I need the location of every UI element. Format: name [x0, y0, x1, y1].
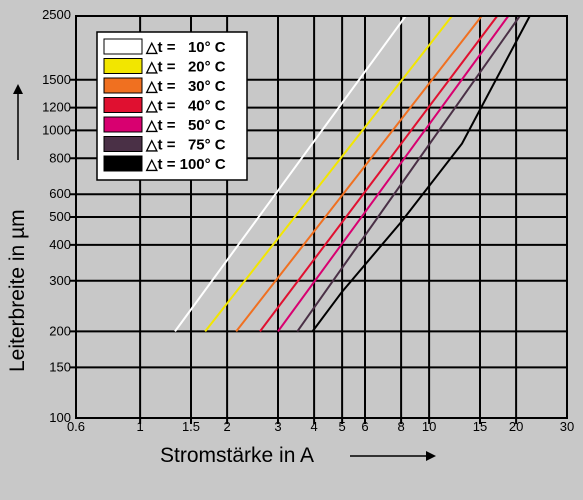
legend-swatch: [103, 155, 143, 172]
legend-swatch: [103, 38, 143, 55]
y-axis-title: Leiterbreite in µm: [6, 209, 29, 372]
y-tick-label: 500: [49, 209, 71, 224]
series-line-2: [204, 15, 453, 333]
legend-swatch: [103, 97, 143, 113]
x-axis-title: Stromstärke in A: [160, 444, 314, 467]
y-tick-label: 300: [49, 273, 71, 288]
x-tick-label: 4: [310, 419, 317, 434]
series-line-5: [277, 15, 510, 332]
series-line-4: [259, 15, 498, 333]
y-tick-label: 1200: [42, 100, 71, 115]
x-tick-label: 3: [274, 419, 281, 434]
legend-label: △t = 40° C: [145, 98, 226, 115]
x-tick-label: 2: [223, 419, 230, 434]
y-tick-labels: 100 150 200 300 400 500 600 800 1000 1200 1500 2500: [42, 7, 71, 425]
legend-label: △t = 20° C: [145, 59, 226, 76]
series-line-7: [311, 15, 531, 332]
legend-swatch: [103, 116, 143, 133]
legend-label: △t = 100° C: [145, 156, 226, 173]
y-tick-label: 100: [49, 410, 71, 425]
series-line-3: [235, 15, 483, 333]
x-tick-label: 1.5: [182, 419, 200, 434]
legend-swatch: [103, 136, 143, 152]
legend: △t = 10° C △t = 20° C △t = 30° C △t = 40° C…: [96, 31, 248, 181]
y-tick-label: 600: [49, 186, 71, 201]
x-tick-label: 30: [560, 419, 574, 434]
y-tick-label: 2500: [42, 7, 71, 22]
x-tick-label: 0.6: [67, 419, 85, 434]
series-line-6: [296, 15, 521, 332]
y-tick-label: 200: [49, 323, 71, 338]
x-tick-label: 6: [361, 419, 368, 434]
legend-swatch: [103, 58, 143, 74]
series-lines: [174, 15, 531, 333]
x-tick-label: 15: [473, 419, 487, 434]
y-tick-label: 150: [49, 359, 71, 374]
x-tick-label: 20: [509, 419, 523, 434]
x-tick-label: 5: [338, 419, 345, 434]
y-tick-label: 800: [49, 150, 71, 165]
y-tick-label: 400: [49, 237, 71, 252]
y-tick-label: 1000: [42, 122, 71, 137]
x-tick-label: 1: [136, 419, 143, 434]
y-axis-arrow: [13, 84, 23, 160]
series-line-1: [174, 15, 407, 332]
plot-frame: [75, 15, 568, 419]
x-axis-arrow: [350, 451, 436, 461]
legend-label: △t = 10° C: [145, 39, 226, 56]
x-tick-label: 8: [397, 419, 404, 434]
legend-swatch: [103, 77, 143, 94]
legend-label: △t = 50° C: [145, 117, 226, 134]
legend-label: △t = 30° C: [145, 78, 226, 95]
y-tick-label: 1500: [42, 72, 71, 87]
x-tick-label: 10: [422, 419, 436, 434]
x-tick-labels: 0.6 1 1.5 2 3 4 5 6 8 10 15 20 30: [67, 419, 574, 434]
legend-label: △t = 75° C: [145, 137, 226, 154]
